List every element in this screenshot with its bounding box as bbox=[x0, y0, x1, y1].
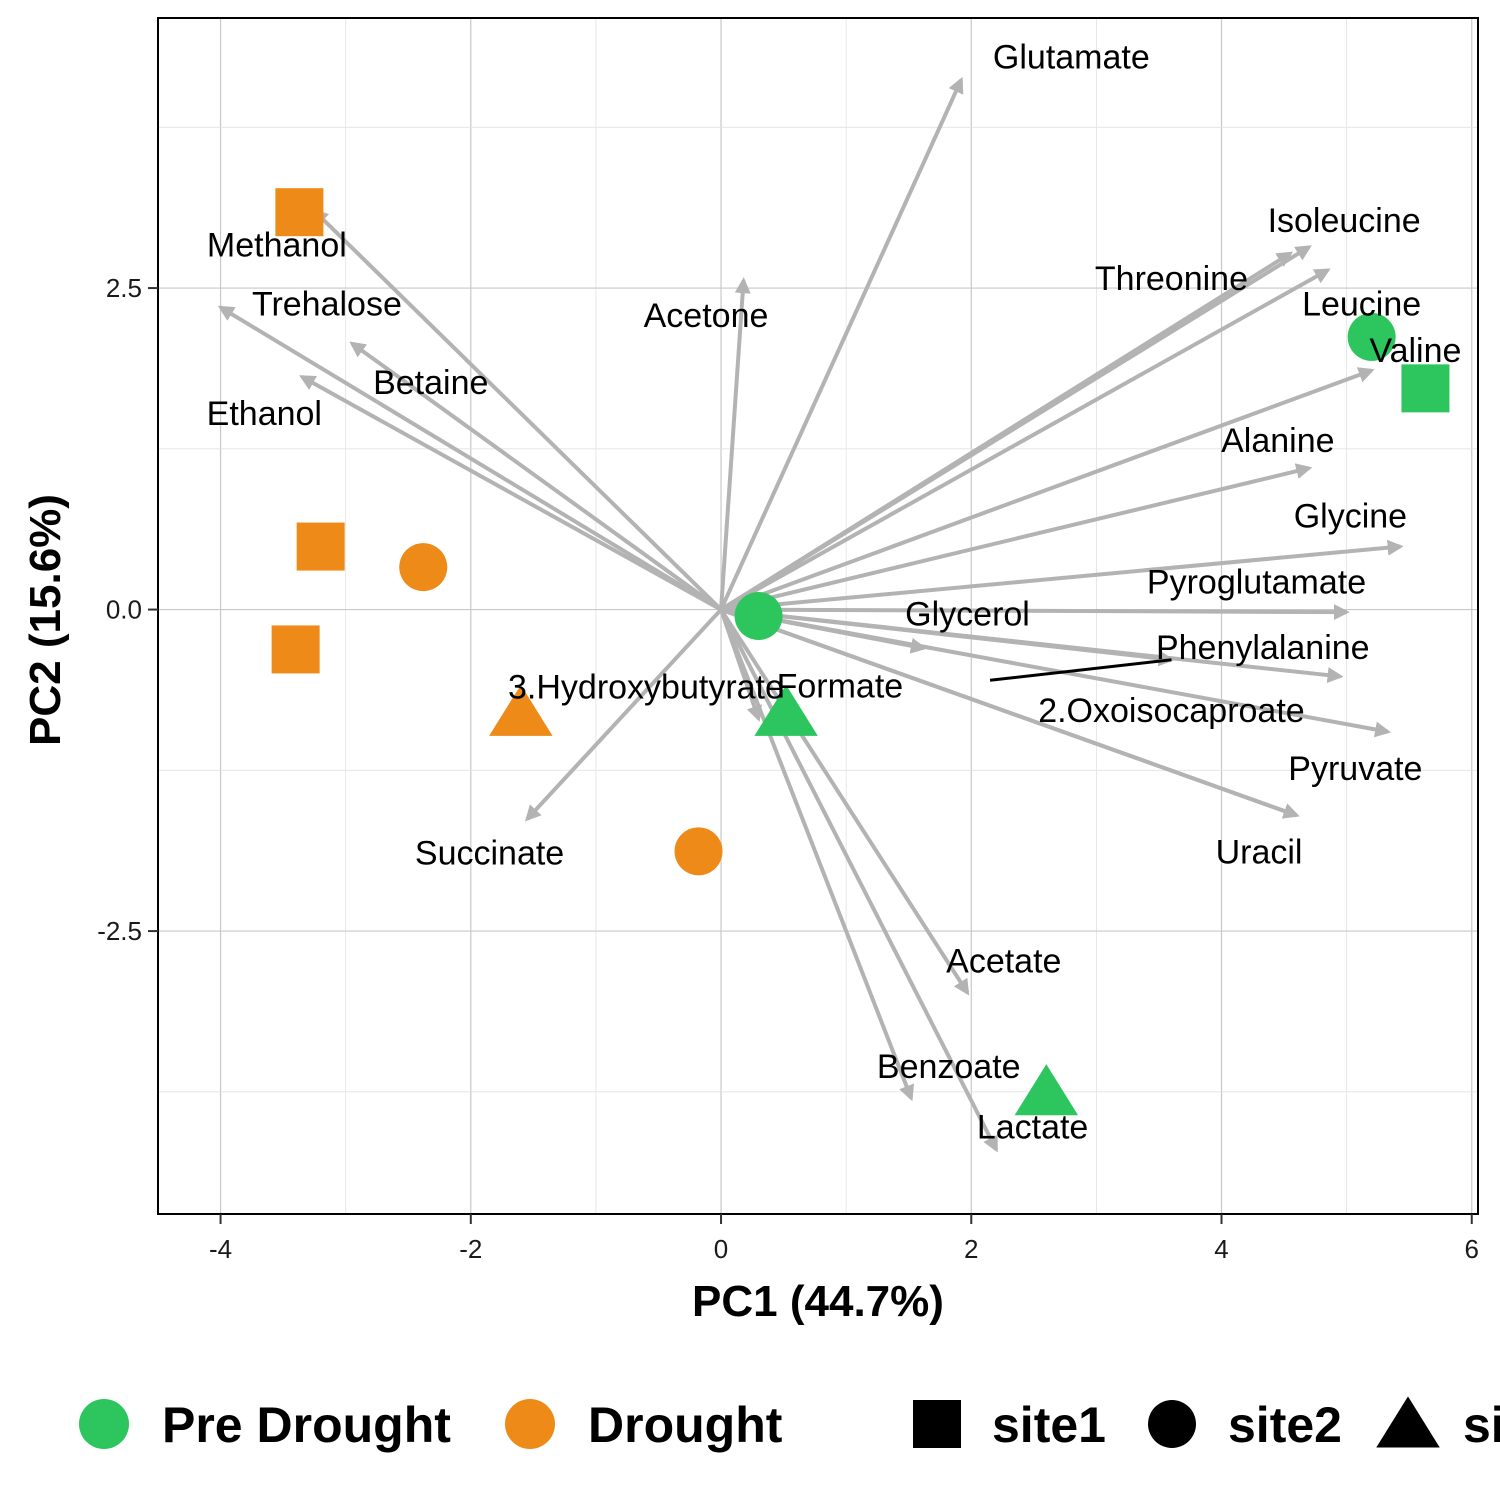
loading-arrow-ethanol bbox=[299, 375, 723, 612]
loading-label-leucine: Leucine bbox=[1302, 285, 1421, 323]
y-tick-label: 2.5 bbox=[106, 273, 142, 303]
loading-arrow-glycine bbox=[720, 539, 1404, 612]
legend-label-site1: site1 bbox=[992, 1397, 1106, 1453]
loading-label-acetone: Acetone bbox=[644, 297, 769, 335]
loading-arrows bbox=[217, 76, 1404, 1153]
axis-ticks: -4 -2 0 2 4 6 -2.5 0.0 2.5 bbox=[97, 273, 1479, 1264]
x-tick-label: 0 bbox=[714, 1234, 728, 1264]
legend: Pre Drought Drought site1 site2 si bbox=[79, 1396, 1500, 1453]
loading-arrow-alanine bbox=[720, 463, 1313, 612]
loading-arrow-acetone bbox=[719, 277, 751, 610]
legend-label-pre-drought: Pre Drought bbox=[162, 1397, 451, 1453]
loading-arrow-betaine bbox=[349, 341, 723, 612]
score-point-pre-drought-triangle bbox=[754, 684, 818, 736]
y-tick-label: -2.5 bbox=[97, 916, 142, 946]
loading-label-alanine: Alanine bbox=[1221, 422, 1334, 460]
loading-label-phenylalanine: Phenylalanine bbox=[1156, 629, 1370, 667]
loading-label-formate: Formate bbox=[777, 667, 904, 705]
loading-label-betaine: Betaine bbox=[373, 364, 488, 402]
loading-label-glycerol: Glycerol bbox=[905, 595, 1030, 633]
x-tick-label: 6 bbox=[1465, 1234, 1479, 1264]
loading-arrow-methanol bbox=[312, 208, 723, 611]
score-point-pre-drought-square bbox=[1401, 364, 1450, 413]
score-point-drought-square bbox=[271, 625, 320, 674]
score-point-drought-circle bbox=[674, 827, 723, 876]
loading-label-pyroglutamate: Pyroglutamate bbox=[1147, 563, 1366, 601]
loading-arrow-2-oxoisocaproate bbox=[720, 607, 1392, 738]
legend-label-si: si bbox=[1463, 1397, 1500, 1453]
x-axis-title: PC1 (44.7%) bbox=[692, 1277, 944, 1326]
plot-panel-border bbox=[157, 17, 1479, 1215]
loading-labels: Glutamate Methanol Trehalose Betaine Ethanol… bbox=[207, 39, 1462, 1147]
loading-label-succinate: Succinate bbox=[415, 835, 564, 873]
legend-label-drought: Drought bbox=[588, 1397, 783, 1453]
score-point-drought-square bbox=[275, 188, 324, 237]
legend-swatch-drought bbox=[505, 1399, 555, 1449]
formate-leader-line bbox=[989, 658, 1172, 682]
loading-arrow-formate bbox=[720, 607, 1175, 667]
loading-label-glycine: Glycine bbox=[1294, 498, 1407, 536]
x-tick-label: -4 bbox=[209, 1234, 232, 1264]
loading-label-valine: Valine bbox=[1369, 332, 1461, 370]
loading-arrow-acetate bbox=[719, 608, 970, 996]
loading-arrow-pyroglutamate bbox=[721, 604, 1350, 621]
score-point-drought-triangle bbox=[489, 684, 553, 736]
legend-shape-si bbox=[1376, 1396, 1440, 1448]
loading-label-2-oxoisocaproate: 2.Oxoisocaproate bbox=[1038, 692, 1305, 730]
legend-shape-site1 bbox=[913, 1400, 961, 1448]
loading-arrow-uracil bbox=[720, 607, 1300, 819]
loading-label-glutamate: Glutamate bbox=[993, 39, 1150, 77]
loading-arrow-lactate bbox=[719, 608, 999, 1153]
score-point-drought-square bbox=[296, 522, 345, 571]
loading-label-pyruvate: Pyruvate bbox=[1288, 750, 1422, 788]
loading-label-methanol: Methanol bbox=[207, 226, 347, 264]
legend-shape-site2 bbox=[1148, 1400, 1196, 1448]
score-point-drought-circle bbox=[399, 543, 448, 592]
loading-label-threonine: Threonine bbox=[1095, 260, 1248, 298]
loading-label-3-hydroxybutyrate: 3.Hydroxybutyrate bbox=[508, 669, 784, 707]
x-tick-label: 2 bbox=[964, 1234, 978, 1264]
loading-arrow-benzoate bbox=[719, 608, 915, 1102]
loading-arrow-glutamate bbox=[719, 76, 964, 611]
loading-label-uracil: Uracil bbox=[1216, 833, 1303, 871]
legend-label-site2: site2 bbox=[1228, 1397, 1342, 1453]
loading-arrow-threonine bbox=[719, 251, 1294, 612]
grid-lines bbox=[158, 18, 1478, 1214]
loading-arrow-valine bbox=[720, 367, 1375, 612]
loading-arrow-trehalose bbox=[217, 305, 723, 612]
loading-label-lactate: Lactate bbox=[977, 1109, 1089, 1147]
loading-label-trehalose: Trehalose bbox=[252, 285, 402, 323]
loading-label-acetate: Acetate bbox=[946, 943, 1061, 981]
loading-arrow-succinate bbox=[524, 608, 723, 822]
plot-panel-background bbox=[158, 18, 1478, 1214]
y-axis-title: PC2 (15.6%) bbox=[21, 494, 70, 746]
loading-arrow-leucine bbox=[720, 268, 1331, 612]
score-point-pre-drought-circle bbox=[734, 592, 783, 640]
loading-label-benzoate: Benzoate bbox=[877, 1048, 1021, 1086]
score-points bbox=[271, 188, 1450, 1116]
loading-label-isoleucine: Isoleucine bbox=[1268, 202, 1421, 240]
y-tick-label: 0.0 bbox=[106, 595, 142, 625]
score-point-pre-drought-circle bbox=[1347, 312, 1396, 361]
score-point-pre-drought-triangle bbox=[1014, 1064, 1079, 1116]
legend-swatch-pre-drought bbox=[79, 1399, 129, 1449]
loading-label-ethanol: Ethanol bbox=[207, 395, 322, 433]
x-tick-label: -2 bbox=[459, 1234, 482, 1264]
x-tick-label: 4 bbox=[1214, 1234, 1228, 1264]
